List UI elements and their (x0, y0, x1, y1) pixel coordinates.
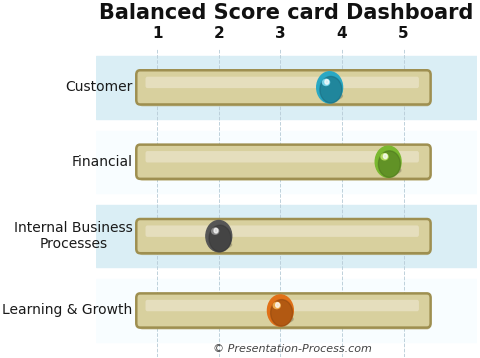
Text: 3: 3 (275, 26, 286, 41)
Circle shape (271, 300, 293, 326)
Text: Learning & Growth: Learning & Growth (2, 304, 132, 318)
Text: Financial: Financial (72, 155, 132, 169)
Circle shape (384, 154, 387, 159)
FancyBboxPatch shape (136, 145, 431, 179)
Circle shape (320, 76, 342, 103)
Circle shape (267, 295, 293, 326)
Ellipse shape (323, 79, 330, 86)
Ellipse shape (322, 92, 342, 100)
FancyBboxPatch shape (139, 294, 431, 329)
Ellipse shape (212, 228, 219, 234)
Bar (96, 56, 478, 118)
Text: Customer: Customer (65, 80, 132, 95)
Bar (96, 131, 478, 193)
FancyBboxPatch shape (139, 71, 431, 106)
Text: 1: 1 (152, 26, 162, 41)
Circle shape (209, 225, 231, 252)
FancyBboxPatch shape (145, 151, 419, 163)
Bar (96, 205, 478, 267)
Ellipse shape (273, 315, 293, 323)
Text: Internal Business
Processes: Internal Business Processes (14, 221, 132, 251)
Circle shape (214, 228, 218, 233)
FancyBboxPatch shape (139, 219, 431, 255)
Ellipse shape (211, 241, 232, 248)
Text: © Presentation-Process.com: © Presentation-Process.com (213, 344, 372, 354)
FancyBboxPatch shape (139, 145, 431, 181)
Circle shape (276, 303, 279, 308)
Text: 2: 2 (214, 26, 224, 41)
FancyBboxPatch shape (145, 77, 419, 88)
Circle shape (375, 146, 401, 177)
Text: 5: 5 (398, 26, 409, 41)
Bar (96, 279, 478, 342)
Text: 4: 4 (336, 26, 347, 41)
Circle shape (317, 72, 343, 103)
Ellipse shape (380, 166, 401, 174)
Ellipse shape (273, 303, 280, 309)
Circle shape (325, 79, 329, 84)
FancyBboxPatch shape (136, 219, 431, 253)
Ellipse shape (381, 154, 388, 160)
FancyBboxPatch shape (145, 226, 419, 237)
FancyBboxPatch shape (136, 70, 431, 105)
FancyBboxPatch shape (136, 294, 431, 328)
Text: Balanced Score card Dashboard: Balanced Score card Dashboard (99, 3, 474, 23)
FancyBboxPatch shape (145, 300, 419, 311)
Circle shape (378, 151, 400, 177)
Circle shape (206, 221, 232, 252)
